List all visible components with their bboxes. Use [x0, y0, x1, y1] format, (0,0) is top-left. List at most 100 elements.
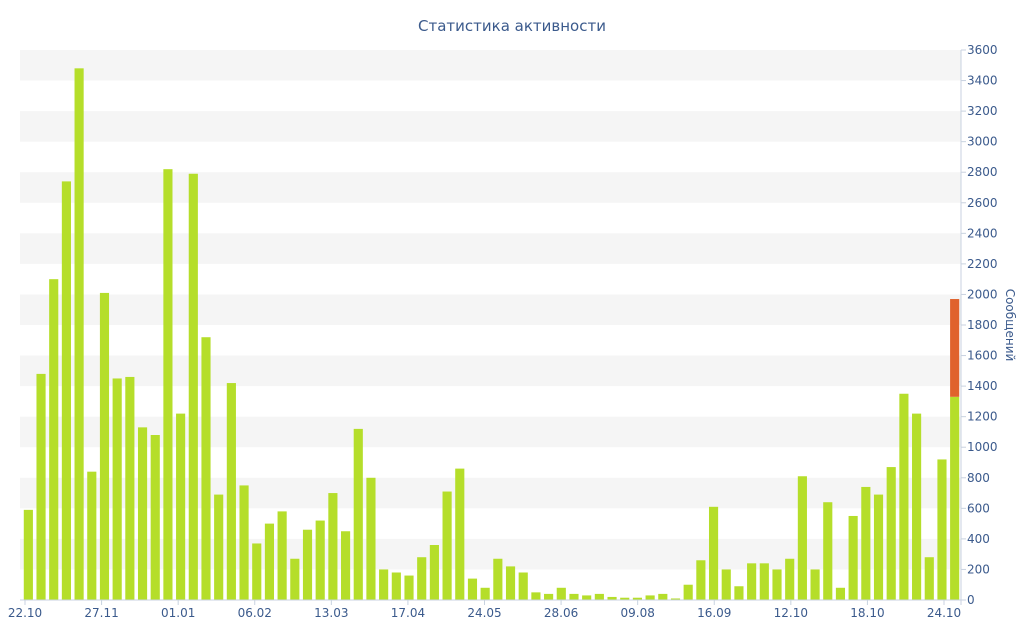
bar[interactable]	[899, 393, 909, 600]
bar[interactable]	[493, 558, 503, 600]
bar[interactable]	[277, 511, 287, 600]
grid-band	[20, 477, 961, 509]
bar[interactable]	[379, 569, 389, 600]
y-tick-label: 2400	[967, 226, 998, 240]
bar[interactable]	[772, 569, 782, 600]
bar[interactable]	[125, 376, 135, 600]
bar[interactable]	[607, 596, 617, 600]
x-tick-label: 22.10	[8, 606, 42, 620]
y-axis-label: Сообщений	[1003, 289, 1017, 362]
bar[interactable]	[518, 572, 528, 601]
y-tick-label: 1200	[967, 410, 998, 424]
bar[interactable]	[480, 587, 490, 600]
bar[interactable]	[683, 584, 693, 600]
bar[interactable]	[137, 427, 148, 600]
x-tick-label: 06.02	[238, 606, 272, 620]
bar[interactable]	[290, 558, 300, 600]
bar[interactable]	[201, 337, 211, 600]
bar[interactable]	[835, 587, 846, 600]
bar[interactable]	[721, 569, 731, 600]
bar[interactable]	[556, 587, 566, 600]
bar[interactable]	[341, 531, 351, 600]
bar[interactable]	[620, 597, 630, 600]
bar[interactable]	[873, 494, 884, 600]
bar[interactable]	[810, 569, 820, 600]
bar[interactable]	[937, 459, 947, 600]
bar[interactable]	[264, 523, 275, 600]
bar[interactable]	[569, 593, 579, 600]
bar[interactable]	[353, 428, 363, 600]
bar[interactable]	[632, 597, 642, 600]
y-tick-label: 200	[967, 562, 990, 576]
bar[interactable]	[861, 486, 871, 600]
bar[interactable]	[214, 494, 224, 600]
x-tick-label: 17.04	[391, 606, 425, 620]
bar[interactable]	[252, 543, 262, 600]
bar[interactable]	[848, 515, 858, 600]
bar[interactable]	[455, 468, 465, 600]
bar[interactable]	[328, 493, 338, 600]
bar[interactable]	[302, 529, 313, 600]
bar[interactable]	[658, 593, 668, 600]
bar[interactable]	[823, 502, 833, 600]
y-tick-label: 2200	[967, 257, 998, 271]
y-tick-label: 2000	[967, 287, 998, 301]
bar[interactable]	[442, 491, 452, 600]
bar[interactable]	[74, 68, 84, 600]
bar[interactable]	[36, 373, 46, 600]
x-axis: 22.10 27.11 01.01 06.02 13.03 17.04 24.05 28.06…	[8, 599, 961, 620]
bar[interactable]	[708, 506, 719, 600]
bar[interactable]	[747, 563, 757, 600]
bar[interactable]	[23, 509, 33, 600]
bar[interactable]	[785, 558, 795, 600]
bar[interactable]	[759, 563, 769, 600]
bars-group	[23, 68, 960, 601]
bar[interactable]	[950, 396, 960, 600]
chart-title: Статистика активности	[418, 17, 606, 35]
bar[interactable]	[49, 279, 59, 600]
bar[interactable]	[163, 169, 173, 601]
bar[interactable]	[797, 476, 807, 600]
bar[interactable]	[670, 598, 681, 600]
y-tick-label: 3000	[967, 135, 998, 149]
bar[interactable]	[429, 545, 439, 600]
y-tick-label: 2800	[967, 165, 998, 179]
bar-highlight[interactable]	[950, 299, 960, 397]
bar[interactable]	[734, 586, 744, 600]
bar[interactable]	[467, 578, 478, 600]
bar[interactable]	[417, 557, 427, 600]
bar[interactable]	[544, 593, 554, 600]
bar[interactable]	[404, 575, 414, 600]
bar[interactable]	[924, 557, 934, 600]
bar[interactable]	[886, 467, 896, 600]
bar[interactable]	[582, 595, 592, 600]
y-tick-label: 2600	[967, 196, 998, 210]
bar[interactable]	[239, 485, 249, 600]
bar[interactable]	[226, 383, 236, 600]
bar[interactable]	[531, 592, 541, 600]
bar[interactable]	[696, 560, 706, 600]
y-tick-label: 400	[967, 532, 990, 546]
bar[interactable]	[645, 595, 655, 600]
bar[interactable]	[505, 566, 516, 600]
y-tick-label: 3200	[967, 104, 998, 118]
bar[interactable]	[99, 292, 110, 600]
bar[interactable]	[150, 435, 160, 600]
y-tick-label: 800	[967, 471, 990, 485]
x-tick-label: 24.10	[927, 606, 961, 620]
bar[interactable]	[87, 471, 97, 600]
grid-band	[20, 294, 961, 325]
bar[interactable]	[391, 572, 401, 601]
bar[interactable]	[315, 520, 325, 600]
bar[interactable]	[176, 413, 186, 600]
grid-band	[20, 355, 961, 387]
bar[interactable]	[188, 173, 198, 600]
bar[interactable]	[366, 477, 376, 600]
bar[interactable]	[61, 181, 71, 600]
y-axis: 0 200 400 600 800 1000 1200 1400 1600 1800 2000 220…	[960, 43, 998, 607]
bar[interactable]	[112, 378, 122, 600]
bar[interactable]	[594, 593, 604, 600]
bar[interactable]	[912, 413, 922, 600]
